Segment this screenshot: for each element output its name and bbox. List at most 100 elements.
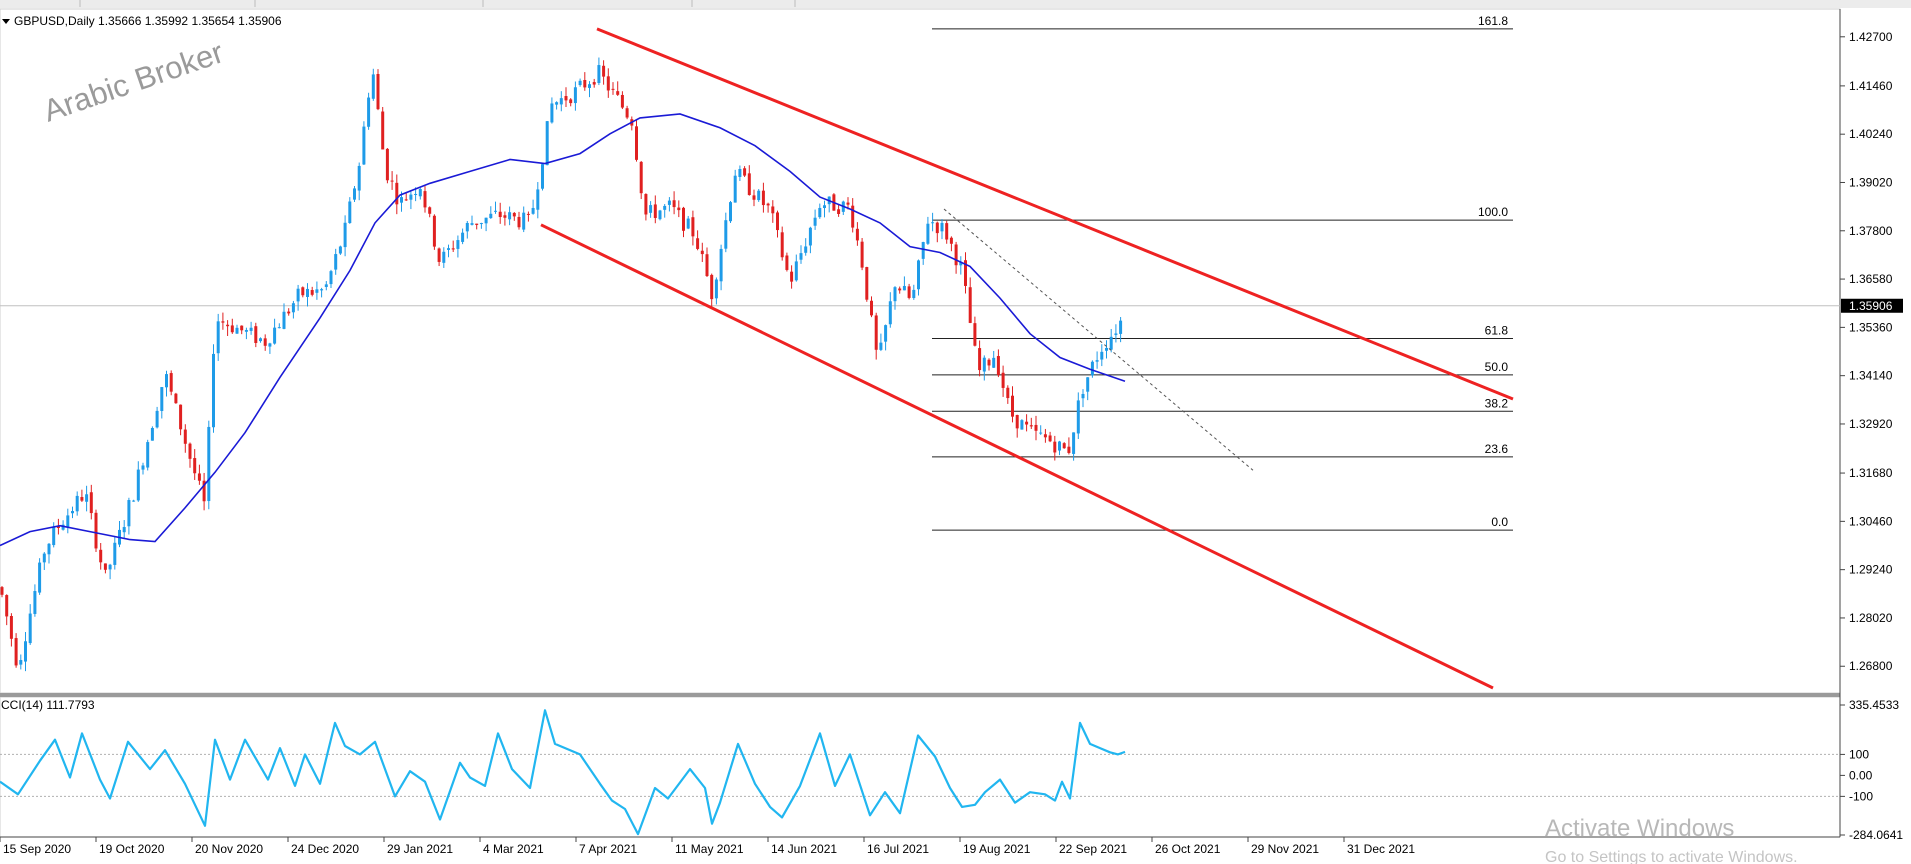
main-plot-area[interactable]: [0, 8, 1841, 694]
bull-candle: [926, 216, 930, 245]
candle-body: [1067, 446, 1071, 453]
bull-candle: [555, 101, 559, 110]
fibonacci-levels[interactable]: 161.8 100.0 61.8 50.0 38.2 23.6 0.0: [932, 14, 1513, 531]
bull-candle: [409, 191, 413, 210]
candle-body: [935, 222, 939, 234]
cci-tick-label: -284.0641: [1849, 828, 1903, 842]
candle-body: [475, 223, 479, 225]
time-tick-label: 7 Apr 2021: [579, 842, 637, 856]
candle-body: [329, 271, 333, 285]
candle-body: [498, 211, 502, 218]
time-tick-label: 19 Aug 2021: [963, 842, 1031, 856]
candle-body: [296, 288, 300, 302]
bear-candle: [1043, 428, 1047, 443]
cci-plot-area[interactable]: [0, 696, 1841, 838]
candle-body: [150, 427, 154, 441]
candle-body: [639, 161, 643, 194]
candle-body: [588, 84, 591, 88]
candle-body: [531, 207, 535, 214]
candle-body: [996, 356, 1000, 376]
bull-candle: [667, 197, 671, 212]
bear-candle: [837, 204, 841, 217]
candle-body: [874, 315, 878, 350]
candle-body: [66, 515, 70, 527]
candle-body: [315, 289, 319, 293]
bear-candle: [606, 68, 610, 98]
bull-candle: [165, 370, 168, 397]
time-tick-label: 29 Jan 2021: [387, 842, 453, 856]
candle-body: [5, 595, 9, 617]
bull-candle: [649, 201, 653, 218]
bear-candle: [1029, 417, 1033, 429]
price-tick-label: 1.39020: [1849, 175, 1893, 189]
candle-body: [888, 301, 892, 325]
bear-candle: [635, 119, 638, 162]
candle-body: [917, 260, 920, 290]
candle-body: [193, 458, 197, 474]
bear-candle: [705, 247, 709, 277]
candle-body: [188, 443, 192, 459]
bear-candle: [1067, 437, 1071, 455]
collapse-arrow-icon[interactable]: [2, 19, 10, 24]
candle-body: [183, 429, 187, 444]
bear-candle: [193, 449, 197, 480]
bear-candle: [99, 543, 103, 570]
trend-channel[interactable]: [540, 27, 1514, 690]
bear-candle: [428, 206, 432, 218]
candle-body: [667, 200, 671, 205]
cci-label: CCI(14) 111.7793: [1, 698, 95, 712]
bull-candle: [536, 182, 540, 219]
price-tick-label: 1.28020: [1849, 611, 1893, 625]
fib-level-label: 50.0: [1485, 360, 1509, 374]
candle-body: [442, 251, 446, 263]
bull-candle: [353, 185, 356, 203]
bear-candle: [169, 370, 173, 396]
bear-candle: [672, 191, 676, 215]
bull-candle: [282, 303, 286, 330]
time-tick-label: 15 Sep 2020: [3, 842, 71, 856]
candle-body: [550, 103, 554, 123]
pane-separator[interactable]: [0, 693, 1840, 697]
candle-body: [33, 591, 37, 614]
candle-body: [555, 102, 559, 105]
price-tick-label: 1.40240: [1849, 127, 1893, 141]
bear-candle: [625, 105, 629, 120]
candle-body: [855, 228, 859, 241]
candle-body: [987, 359, 991, 366]
bull-candle: [879, 333, 883, 352]
candle-body: [1105, 347, 1108, 351]
bull-candle: [714, 277, 718, 305]
candle-body: [1034, 424, 1038, 431]
cci-axis: 335.4533 100 0.00 -100 -284.0641: [1840, 698, 1903, 842]
bear-candle: [743, 166, 747, 178]
bull-candle: [893, 286, 897, 310]
candle-body: [367, 97, 371, 127]
bull-candle: [329, 269, 333, 288]
candle-body: [1025, 421, 1029, 425]
candle-body: [945, 223, 949, 240]
bear-candle: [766, 202, 770, 213]
price-tick-label: 1.37800: [1849, 224, 1893, 238]
bear-candle: [968, 277, 972, 324]
candle-body: [602, 65, 606, 77]
candle-body: [879, 342, 883, 350]
candle-body: [823, 205, 826, 209]
bull-candle: [1100, 344, 1104, 367]
candle-body: [80, 497, 84, 501]
candle-body: [169, 373, 173, 392]
candle-body: [1048, 435, 1052, 442]
candle-body: [240, 325, 244, 331]
price-tick-label: 1.30460: [1849, 514, 1893, 528]
candle-body: [512, 212, 516, 217]
candle-body: [61, 524, 65, 530]
bear-candle: [179, 404, 183, 436]
bull-candle: [658, 209, 662, 221]
candle-body: [470, 223, 474, 225]
bear-candle: [978, 340, 982, 377]
candle-body: [1039, 432, 1043, 434]
bull-candle: [456, 235, 460, 258]
bear-candle: [747, 165, 751, 196]
bear-candle: [183, 424, 187, 453]
candle-body: [409, 194, 413, 200]
